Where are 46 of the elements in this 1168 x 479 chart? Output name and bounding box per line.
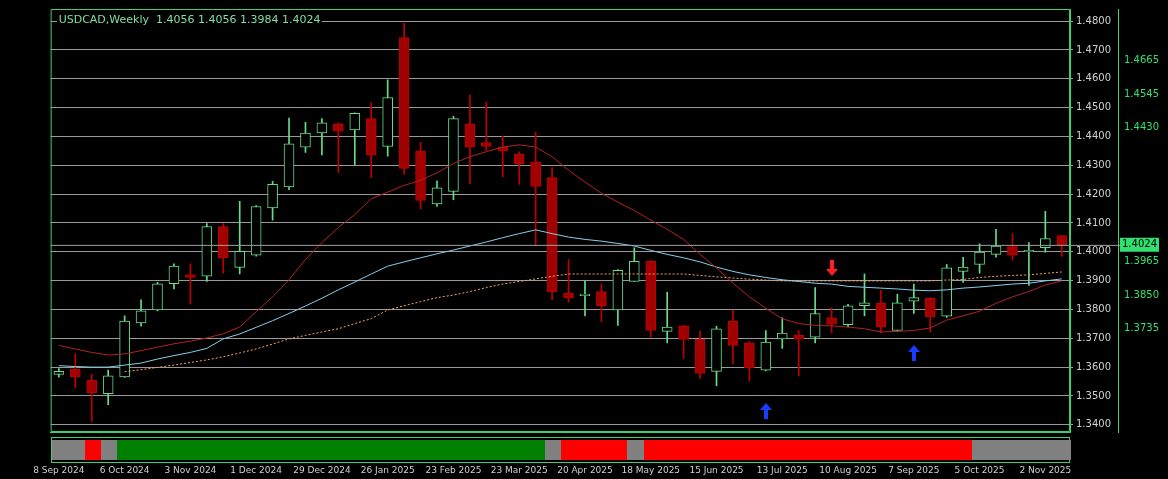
candlestick (661, 291, 673, 344)
x-tick-label: 20 Apr 2025 (557, 464, 613, 475)
candlestick (908, 283, 920, 314)
x-tick-label: 29 Dec 2024 (293, 464, 351, 475)
y-tick-label: 1.3600 (1076, 360, 1111, 372)
x-tick-label: 15 Jun 2025 (689, 464, 744, 475)
y-tick-label: 1.4800 (1076, 14, 1111, 26)
x-tick-label: 8 Sep 2024 (33, 464, 85, 475)
x-tick-label: 7 Sep 2025 (888, 464, 940, 475)
candlestick (776, 317, 788, 349)
x-tick-label: 10 Aug 2025 (819, 464, 877, 475)
y-tick-label: 1.4200 (1076, 187, 1111, 199)
y-tick-label: 1.4400 (1076, 130, 1111, 142)
chart-title: USDCAD,Weekly 1.4056 1.4056 1.3984 1.4024 (56, 13, 323, 26)
y-tick-label: 1.4700 (1076, 43, 1111, 55)
ref-line-label: 1.4024 (1122, 238, 1157, 250)
candlestick (234, 201, 246, 275)
y2-tick-label: 1.3735 (1124, 321, 1159, 333)
y2-tick-label: 1.3850 (1124, 288, 1159, 300)
y2-tick-label: 1.4545 (1124, 88, 1159, 100)
x-tick-label: 23 Feb 2025 (425, 464, 482, 475)
y-tick-label: 1.3500 (1076, 389, 1111, 401)
y-tick-label: 1.3700 (1076, 331, 1111, 343)
candlestick (793, 330, 805, 377)
y2-tick-label: 1.4665 (1124, 53, 1159, 65)
x-tick-label: 1 Dec 2024 (230, 464, 283, 475)
y-tick-label: 1.3800 (1076, 303, 1111, 315)
x-tick-label: 2 Nov 2025 (1019, 464, 1072, 475)
x-tick-label: 18 May 2025 (621, 464, 681, 475)
x-tick-label: 6 Oct 2024 (99, 464, 150, 475)
x-tick-label: 3 Nov 2024 (164, 464, 217, 475)
y-tick-label: 1.4000 (1076, 245, 1111, 257)
y-tick-label: 1.3400 (1076, 418, 1111, 430)
y-tick-label: 1.4500 (1076, 101, 1111, 113)
x-tick-label: 5 Oct 2025 (954, 464, 1005, 475)
y-tick-label: 1.4300 (1076, 158, 1111, 170)
x-tick-label: 26 Jan 2025 (360, 464, 415, 475)
y-tick-label: 1.3900 (1076, 274, 1111, 286)
y2-tick-label: 1.4430 (1124, 121, 1159, 133)
candlestick (481, 101, 492, 151)
x-tick-label: 13 Jul 2025 (756, 464, 808, 475)
x-tick-label: 23 Mar 2025 (490, 464, 548, 475)
candlestick (957, 256, 969, 283)
y2-tick-label: 1.3965 (1124, 255, 1159, 267)
y-tick-label: 1.4100 (1076, 216, 1111, 228)
y-tick-label: 1.4600 (1076, 72, 1111, 84)
